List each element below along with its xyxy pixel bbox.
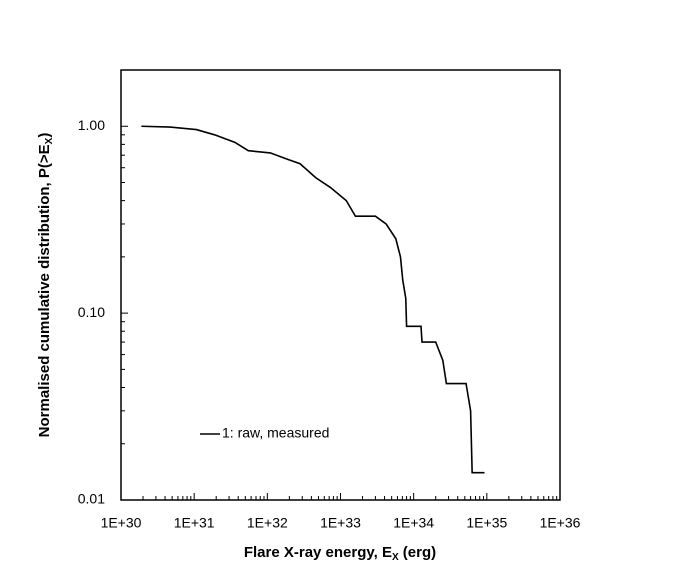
x-tick-label: 1E+36 xyxy=(540,515,581,531)
x-label-text: (erg) xyxy=(399,544,437,561)
x-label-text: Flare X-ray energy, E xyxy=(244,544,392,561)
x-tick-label: 1E+30 xyxy=(101,515,142,531)
x-tick-label: 1E+31 xyxy=(174,515,215,531)
x-tick-label: 1E+34 xyxy=(393,515,434,531)
x-tick-label: 1E+32 xyxy=(247,515,288,531)
y-label-sub: X xyxy=(44,137,55,144)
y-label-text: ) xyxy=(36,133,53,138)
y-label-text: Normalised cumulative distribution, P(>E xyxy=(36,144,53,437)
plot-frame xyxy=(120,69,561,501)
x-label-sub: X xyxy=(392,552,399,563)
y-tick-label: 0.01 xyxy=(78,491,105,507)
y-tick-label: 0.10 xyxy=(78,304,105,320)
x-tick-label: 1E+33 xyxy=(320,515,361,531)
x-tick-label: 1E+35 xyxy=(466,515,507,531)
data-line xyxy=(141,125,485,474)
legend-label: 1: raw, measured xyxy=(222,425,329,441)
y-axis-label: Normalised cumulative distribution, P(>E… xyxy=(36,133,55,438)
y-tick-label: 1.00 xyxy=(78,117,105,133)
x-axis-label: Flare X-ray energy, EX (erg) xyxy=(244,544,436,563)
